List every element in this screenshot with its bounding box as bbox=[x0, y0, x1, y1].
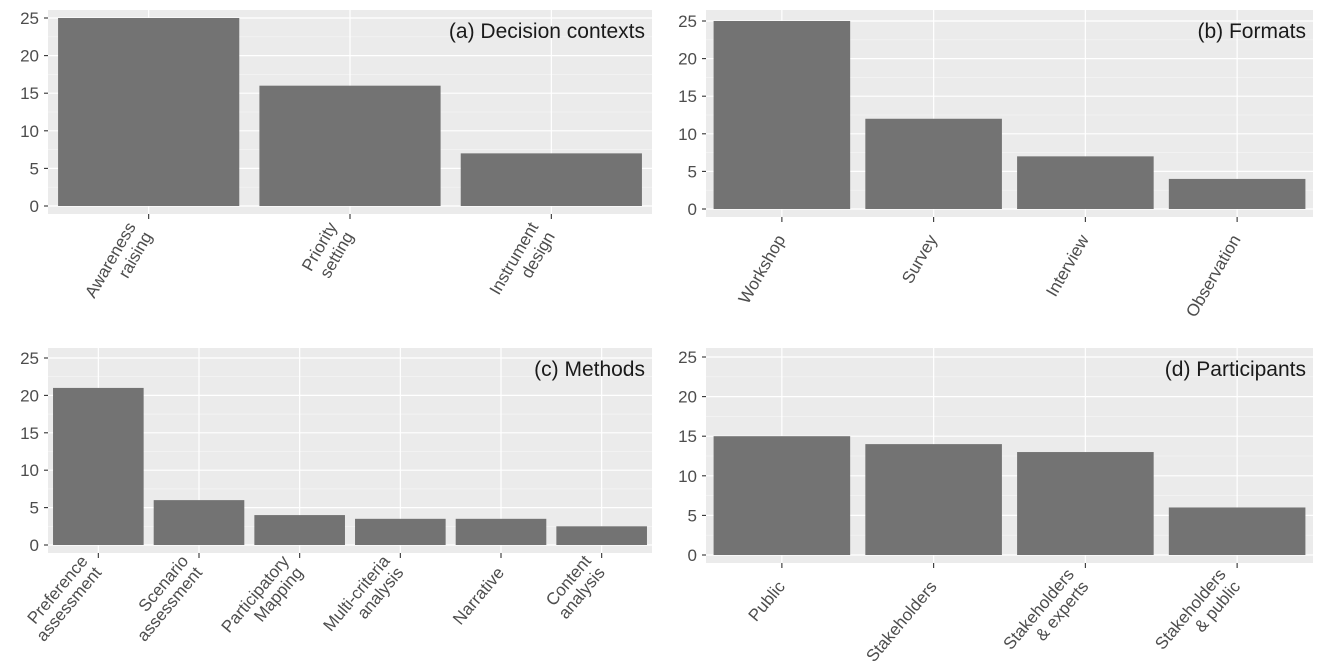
x-tick-label: Awarenessraising bbox=[81, 219, 156, 311]
y-tick-label: 10 bbox=[20, 461, 39, 480]
y-tick-label: 5 bbox=[30, 159, 39, 178]
bar bbox=[355, 518, 446, 545]
y-tick-label: 15 bbox=[678, 427, 697, 446]
y-tick-label: 10 bbox=[20, 122, 39, 141]
y-tick-label: 0 bbox=[688, 546, 697, 565]
x-tick-label: Survey bbox=[898, 231, 941, 287]
x-tick-label: Contentanalysis bbox=[541, 552, 609, 623]
bar bbox=[1017, 452, 1154, 555]
chart-panel-2: 0 5 10 15 20 25 Workshop Survey Interview Observa… bbox=[678, 10, 1313, 320]
x-tick-label: Stakeholders bbox=[862, 577, 940, 665]
bar bbox=[865, 444, 1002, 555]
chart-panel-3: 0 5 10 15 20 25 Preferenceassessment Scenarioas… bbox=[19, 348, 652, 648]
bar bbox=[713, 21, 851, 209]
panel-title: (a) Decision contexts bbox=[449, 20, 645, 43]
x-tick-label: Prioritysetting bbox=[298, 219, 358, 284]
bar bbox=[1017, 156, 1154, 209]
x-tick-label: ParticipatoryMapping bbox=[218, 551, 307, 648]
y-tick-label: 0 bbox=[688, 200, 697, 219]
y-tick-label: 20 bbox=[678, 50, 697, 69]
y-tick-label: 15 bbox=[678, 87, 697, 106]
y-tick-label: 5 bbox=[30, 499, 39, 518]
y-tick-label: 15 bbox=[20, 424, 39, 443]
y-tick-label: 0 bbox=[30, 197, 39, 216]
y-tick-label: 5 bbox=[688, 506, 697, 525]
x-tick-label: Stakeholders& experts bbox=[1000, 565, 1093, 665]
y-tick-label: 20 bbox=[20, 47, 39, 66]
bar bbox=[259, 85, 441, 206]
y-tick-label: 25 bbox=[20, 9, 39, 28]
y-tick-label: 10 bbox=[678, 125, 697, 144]
bar bbox=[460, 153, 642, 206]
panel-title: (c) Methods bbox=[534, 358, 645, 381]
x-tick-label: Stakeholders& public bbox=[1151, 565, 1244, 666]
chart-panel-4: 0 5 10 15 20 25 Public Stakeholders Stakeholders… bbox=[678, 348, 1313, 666]
x-tick-label: Preferenceassessment bbox=[19, 552, 106, 645]
plot-background bbox=[48, 348, 652, 553]
bar bbox=[865, 118, 1002, 209]
y-tick-label: 5 bbox=[688, 162, 697, 181]
bar bbox=[1168, 178, 1306, 209]
x-tick-label: Instrumentdesign bbox=[486, 219, 559, 308]
bar bbox=[556, 526, 647, 545]
bar bbox=[153, 500, 245, 545]
y-tick-label: 20 bbox=[678, 388, 697, 407]
y-tick-label: 20 bbox=[20, 386, 39, 405]
bar bbox=[713, 436, 851, 555]
panel-title: (b) Formats bbox=[1197, 20, 1306, 43]
bar bbox=[53, 387, 144, 545]
y-tick-label: 15 bbox=[20, 84, 39, 103]
chart-panel-1: 0 5 10 15 20 25 Awarenessraising Prioritysettin… bbox=[20, 9, 652, 311]
bar bbox=[1168, 507, 1306, 555]
bar bbox=[58, 18, 240, 206]
x-tick-label: Multi-criteriaanalysis bbox=[320, 551, 408, 646]
y-tick-label: 10 bbox=[678, 467, 697, 486]
x-tick-label: Public bbox=[745, 577, 790, 625]
bar bbox=[455, 518, 547, 545]
x-tick-label: Observation bbox=[1182, 232, 1244, 321]
y-tick-label: 25 bbox=[20, 349, 39, 368]
x-tick-label: Narrative bbox=[449, 563, 508, 628]
panel-title: (d) Participants bbox=[1165, 358, 1306, 381]
y-tick-label: 0 bbox=[30, 536, 39, 555]
y-tick-label: 25 bbox=[678, 348, 697, 367]
y-tick-label: 25 bbox=[678, 12, 697, 31]
bar bbox=[254, 515, 345, 545]
x-tick-label: Scenarioassessment bbox=[119, 552, 206, 645]
x-tick-label: Interview bbox=[1042, 231, 1093, 300]
x-tick-label: Workshop bbox=[735, 232, 790, 308]
